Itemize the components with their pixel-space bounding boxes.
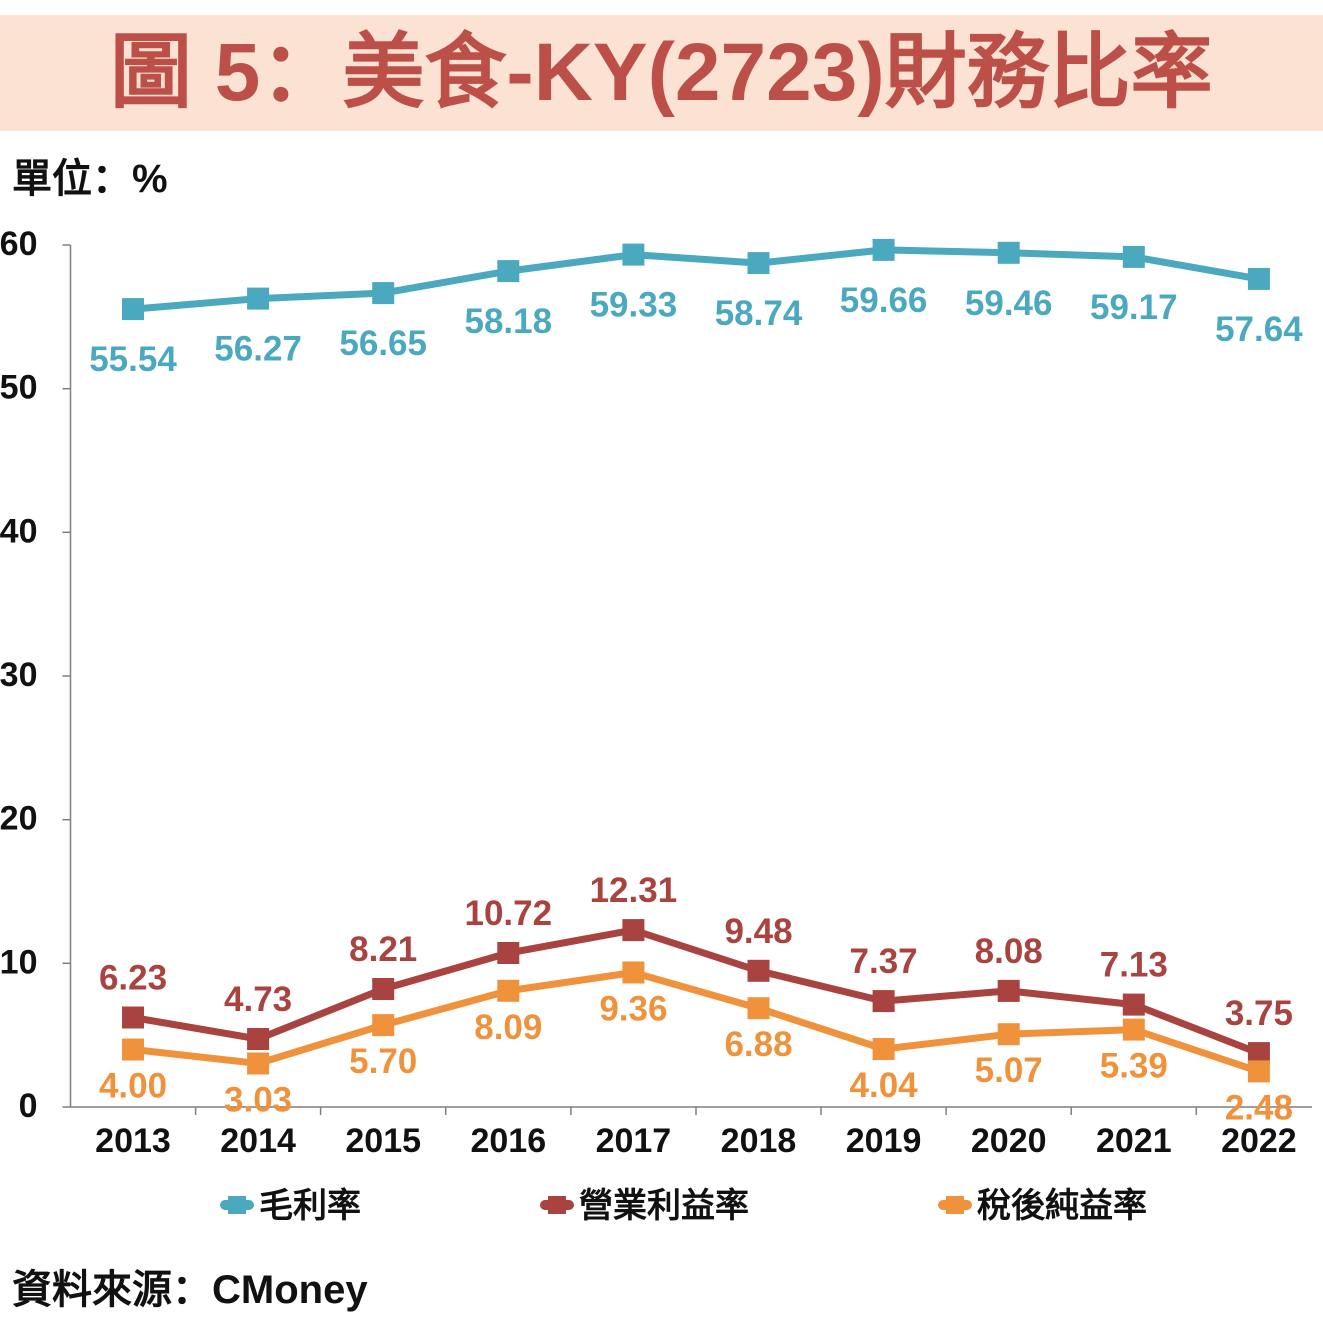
svg-text:12.31: 12.31	[590, 871, 678, 910]
svg-text:59.17: 59.17	[1090, 288, 1178, 327]
svg-text:6.23: 6.23	[99, 959, 167, 998]
svg-text:56.65: 56.65	[339, 324, 427, 363]
svg-text:57.64: 57.64	[1215, 310, 1303, 349]
svg-text:7.37: 7.37	[850, 942, 918, 981]
svg-text:10.72: 10.72	[465, 894, 553, 933]
svg-text:2019: 2019	[846, 1122, 922, 1160]
svg-text:2018: 2018	[721, 1122, 797, 1160]
svg-text:7.13: 7.13	[1100, 946, 1168, 985]
svg-text:2013: 2013	[95, 1122, 171, 1160]
svg-text:30: 30	[0, 656, 38, 694]
svg-text:2014: 2014	[220, 1122, 296, 1160]
svg-text:2020: 2020	[971, 1122, 1047, 1160]
svg-text:3.03: 3.03	[224, 1081, 292, 1120]
svg-text:10: 10	[0, 943, 38, 981]
svg-text:5.70: 5.70	[349, 1042, 417, 1081]
svg-text:2021: 2021	[1096, 1122, 1172, 1160]
svg-text:59.66: 59.66	[840, 281, 928, 320]
svg-text:40: 40	[0, 512, 38, 550]
svg-text:9.48: 9.48	[724, 912, 792, 951]
svg-text:6.88: 6.88	[724, 1025, 792, 1064]
svg-text:5.39: 5.39	[1100, 1047, 1168, 1086]
svg-text:8.09: 8.09	[474, 1008, 542, 1047]
svg-text:9.36: 9.36	[599, 990, 667, 1029]
svg-text:2016: 2016	[470, 1122, 546, 1160]
svg-text:50: 50	[0, 369, 38, 407]
svg-text:0: 0	[19, 1087, 38, 1125]
svg-text:8.21: 8.21	[349, 930, 417, 969]
svg-text:4.04: 4.04	[850, 1066, 919, 1105]
svg-text:59.46: 59.46	[965, 284, 1053, 323]
svg-text:2022: 2022	[1221, 1122, 1297, 1160]
svg-text:20: 20	[0, 800, 38, 838]
svg-text:稅後純益率: 稅後純益率	[977, 1187, 1147, 1225]
svg-text:2017: 2017	[596, 1122, 672, 1160]
svg-text:60: 60	[0, 225, 38, 263]
svg-text:58.74: 58.74	[715, 294, 803, 333]
svg-text:營業利益率: 營業利益率	[579, 1187, 749, 1225]
svg-text:3.75: 3.75	[1225, 994, 1293, 1033]
svg-text:55.54: 55.54	[89, 340, 177, 379]
svg-text:4.00: 4.00	[99, 1067, 167, 1106]
svg-text:56.27: 56.27	[214, 330, 302, 369]
svg-text:59.33: 59.33	[590, 286, 678, 325]
svg-text:毛利率: 毛利率	[259, 1187, 361, 1225]
svg-text:4.73: 4.73	[224, 980, 292, 1019]
svg-text:8.08: 8.08	[975, 932, 1043, 971]
svg-text:2015: 2015	[345, 1122, 421, 1160]
svg-text:58.18: 58.18	[465, 302, 553, 341]
svg-text:5.07: 5.07	[975, 1051, 1043, 1090]
